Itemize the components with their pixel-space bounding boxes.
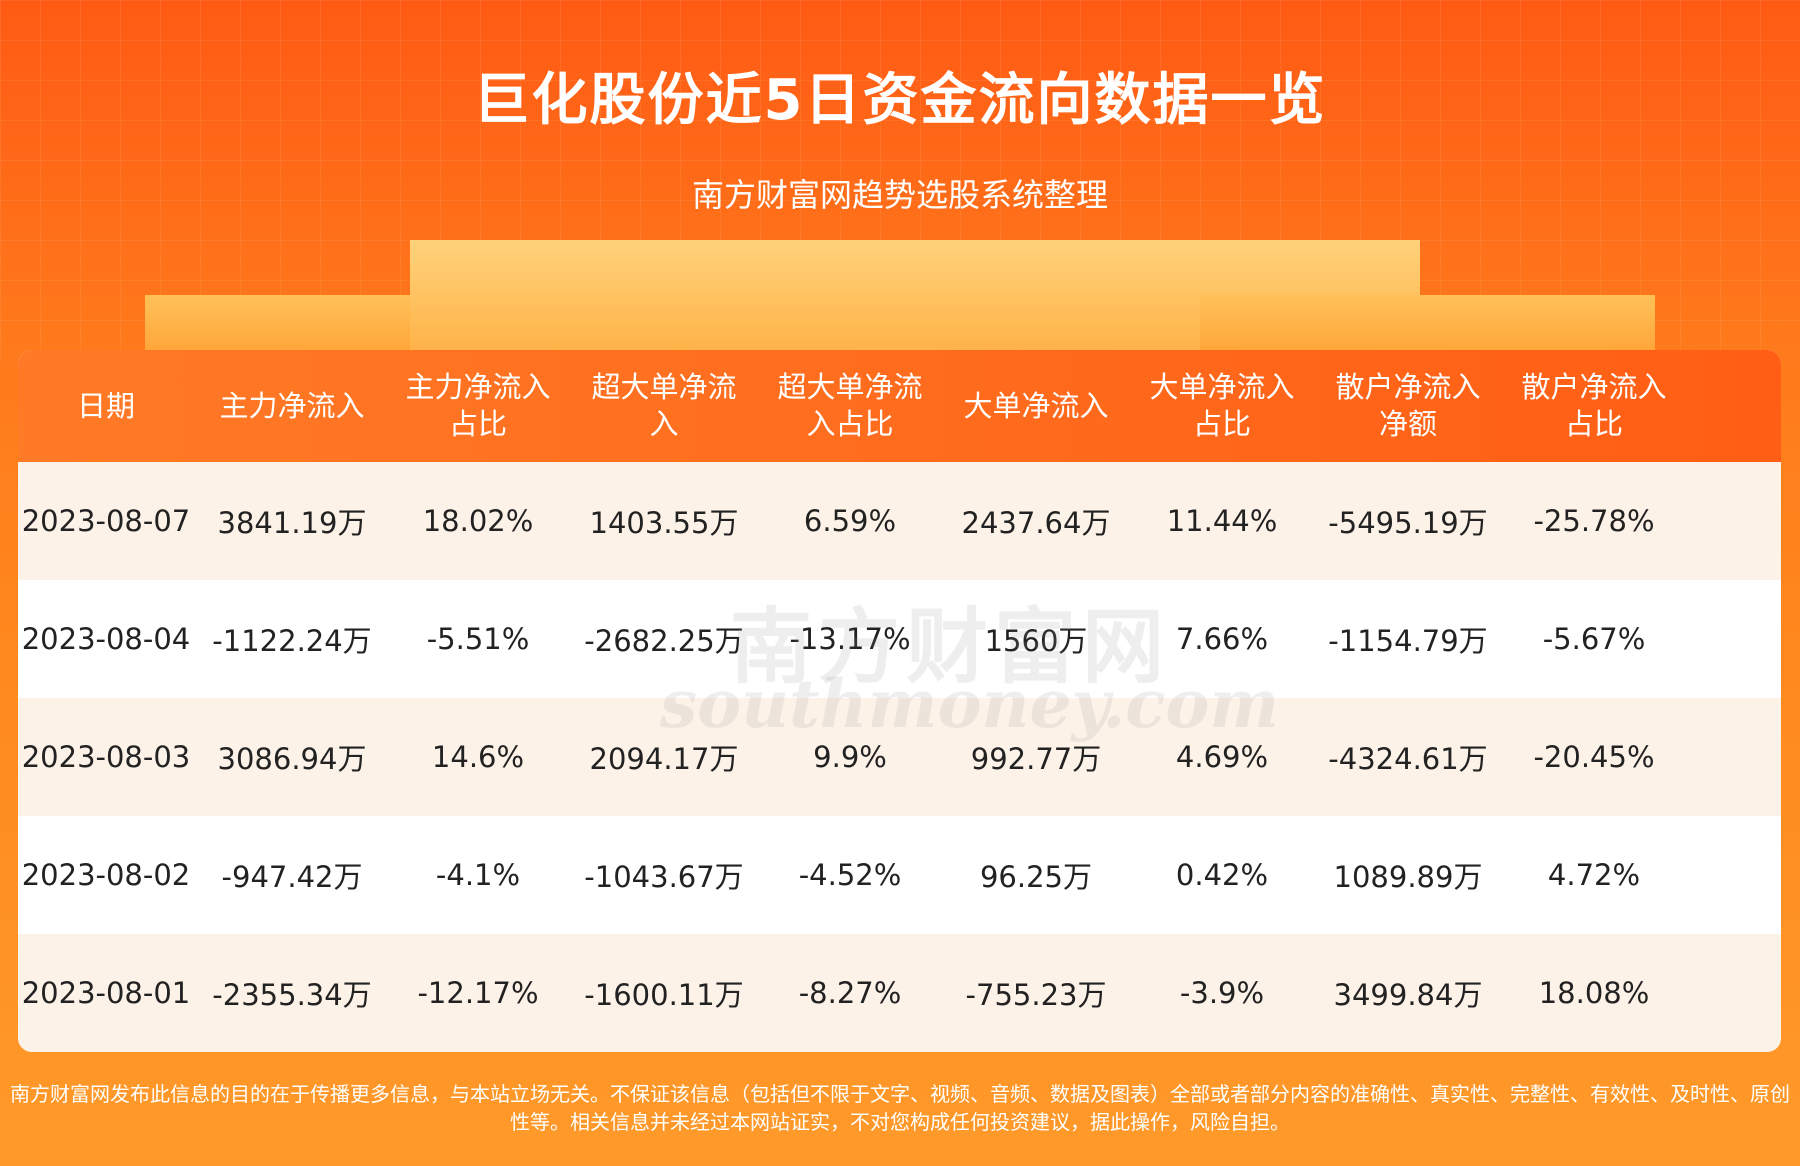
table-row: 2023-08-01 -2355.34万 -12.17% -1600.11万 -8.27…: [18, 934, 1781, 1052]
disclaimer: 南方财富网发布此信息的目的在于传播更多信息，与本站立场无关。不保证该信息（包括但…: [10, 1082, 1790, 1134]
column-header: 主力净流入: [199, 350, 385, 462]
table-cell: 1403.55万: [589, 506, 739, 540]
table-cell: 96.25万: [979, 860, 1093, 894]
column-header: 大单净流入: [943, 350, 1129, 462]
table-cell: 4.69%: [1175, 740, 1269, 774]
table-cell: -4324.61万: [1328, 742, 1488, 776]
header-row: 日期 主力净流入 主力净流入占比 超大单净流入 超大单净流入占比 大单净流入 大单净流入占比…: [18, 350, 1781, 462]
table-cell: 2437.64万: [961, 506, 1111, 540]
column-header: 散户净流入占比: [1501, 350, 1687, 462]
title: 巨化股份近5日资金流向数据一览: [473, 68, 1327, 133]
table-row: 2023-08-02 -947.42万 -4.1% -1043.67万 -4.52% 96…: [18, 816, 1781, 934]
table-cell: -12.17%: [417, 976, 539, 1010]
table-cell: -1043.67万: [584, 860, 744, 894]
table-cell: -25.78%: [1533, 504, 1655, 538]
table-cell: 9.9%: [813, 740, 887, 774]
data-table: 日期 主力净流入 主力净流入占比 超大单净流入 超大单净流入占比 大单净流入 大单净流入占比…: [18, 350, 1781, 1052]
table-cell: -755.23万: [965, 978, 1107, 1012]
column-header: 日期: [18, 350, 199, 462]
column-header-text: 散户净流入净额: [1335, 370, 1481, 441]
subtitle: 南方财富网趋势选股系统整理: [691, 176, 1108, 214]
column-header: 大单净流入占比: [1129, 350, 1315, 462]
table-cell: -20.45%: [1533, 740, 1655, 774]
table-cell: 2023-08-03: [21, 740, 191, 774]
column-header-text: 超大单净流入占比: [777, 370, 923, 441]
column-header: 超大单净流入占比: [757, 350, 943, 462]
table-cell: 3499.84万: [1333, 978, 1483, 1012]
table-cell: 11.44%: [1166, 504, 1278, 538]
table-cell: 3841.19万: [217, 506, 367, 540]
table-cell: 7.66%: [1175, 622, 1269, 656]
column-header-text: 大单净流入: [963, 388, 1109, 423]
table-row: 2023-08-04 -1122.24万 -5.51% -2682.25万 -13.17…: [18, 580, 1781, 698]
table-cell: 18.08%: [1538, 976, 1650, 1010]
table-cell: 0.42%: [1175, 858, 1269, 892]
table-cell: 14.6%: [431, 740, 525, 774]
table-cell: 4.72%: [1547, 858, 1641, 892]
table-cell: -8.27%: [798, 976, 902, 1010]
table-cell: 2023-08-04: [21, 622, 191, 656]
column-header-text: 超大单净流入: [591, 370, 737, 441]
table-cell: 2023-08-07: [21, 504, 191, 538]
column-header-text: 散户净流入占比: [1521, 370, 1667, 441]
column-header-text: 大单净流入占比: [1149, 370, 1295, 441]
column-header: 超大单净流入: [571, 350, 757, 462]
table-cell: 1560万: [984, 624, 1088, 658]
table-cell: 2023-08-01: [21, 976, 191, 1010]
table-cell: -3.9%: [1179, 976, 1265, 1010]
table-cell: -5.51%: [426, 622, 530, 656]
table-cell: 2094.17万: [589, 742, 739, 776]
column-header: 主力净流入占比: [385, 350, 571, 462]
table-cell: -5495.19万: [1328, 506, 1488, 540]
table-cell: 1089.89万: [1333, 860, 1483, 894]
table-row: 2023-08-07 3841.19万 18.02% 1403.55万 6.59% 243…: [18, 462, 1781, 580]
table-cell: -13.17%: [789, 622, 911, 656]
table-cell: -1122.24万: [212, 624, 372, 658]
table-cell: 2023-08-02: [21, 858, 191, 892]
table-cell: 6.59%: [803, 504, 897, 538]
table-row: 2023-08-03 3086.94万 14.6% 2094.17万 9.9% 992.7…: [18, 698, 1781, 816]
table-cell: -4.1%: [435, 858, 521, 892]
column-header-text: 主力净流入占比: [405, 370, 551, 441]
table-cell: -1600.11万: [584, 978, 744, 1012]
table-cell: -5.67%: [1542, 622, 1646, 656]
table-cell: -947.42万: [221, 860, 363, 894]
table-cell: 992.77万: [970, 742, 1102, 776]
table-cell: 18.02%: [422, 504, 534, 538]
column-header: 散户净流入净额: [1315, 350, 1501, 462]
column-header-text: 主力净流入: [219, 388, 365, 423]
table-cell: -4.52%: [798, 858, 902, 892]
table-cell: 3086.94万: [217, 742, 367, 776]
column-header-text: 日期: [76, 388, 135, 423]
table-cell: -2355.34万: [212, 978, 372, 1012]
table-cell: -2682.25万: [584, 624, 744, 658]
table-cell: -1154.79万: [1328, 624, 1488, 658]
